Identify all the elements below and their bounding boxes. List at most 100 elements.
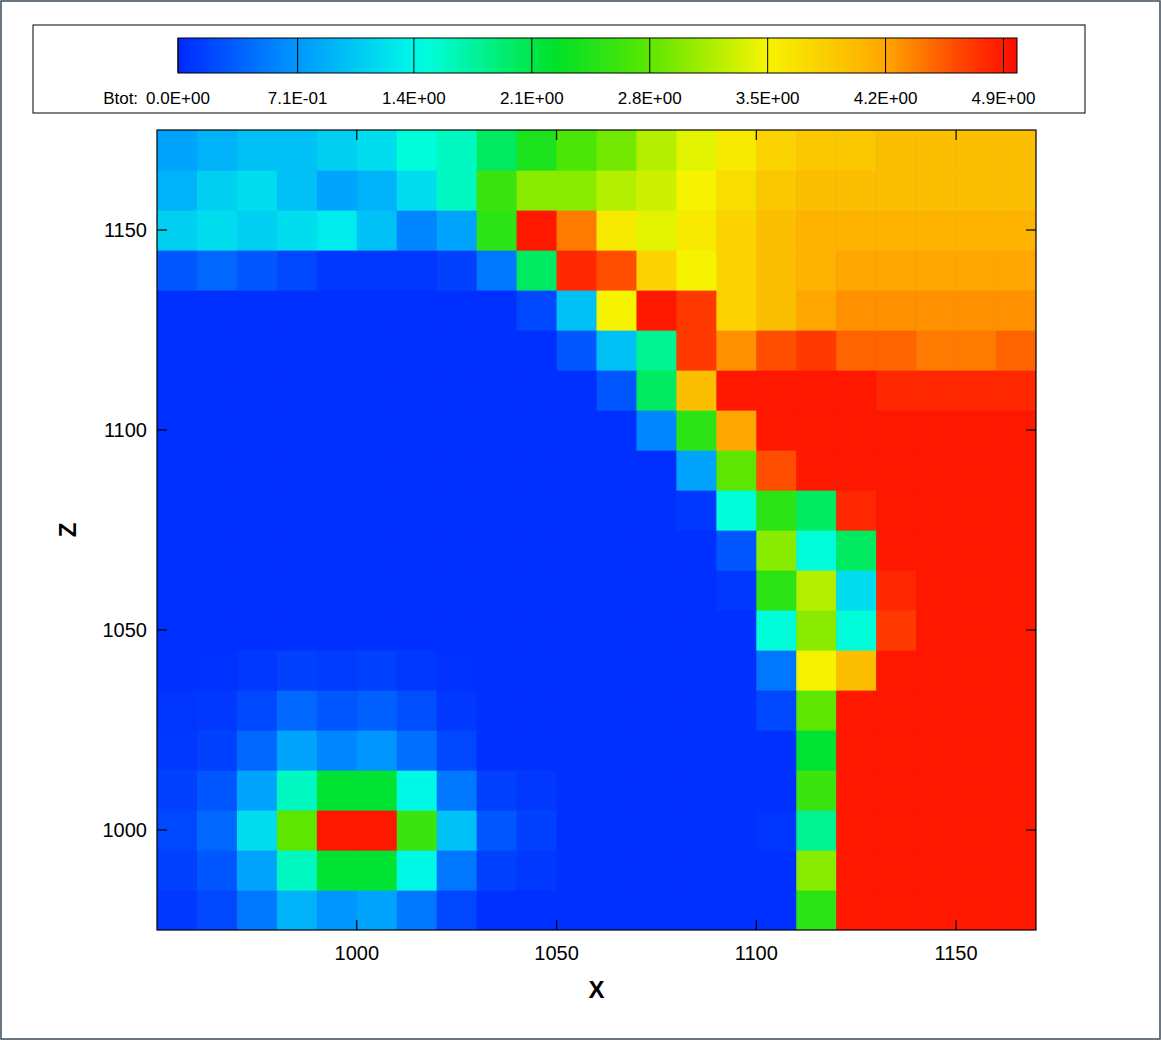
x-axis-title: X (588, 976, 604, 1003)
cell (277, 370, 318, 411)
cell (317, 770, 358, 811)
cell (357, 650, 398, 691)
cell (716, 490, 757, 531)
colorbar-tick-label: 2.8E+00 (618, 89, 682, 108)
cell (517, 210, 558, 251)
cell (836, 770, 877, 811)
cell (157, 250, 198, 291)
cell (996, 410, 1036, 451)
cell (996, 690, 1036, 731)
cell (357, 610, 398, 651)
cell (996, 450, 1036, 491)
cell (357, 850, 398, 891)
cell (437, 130, 478, 171)
cell (716, 170, 757, 211)
cell (517, 130, 558, 171)
cell (517, 450, 558, 491)
cell (277, 210, 318, 251)
cell (916, 890, 957, 930)
cell (437, 530, 478, 571)
cell (756, 770, 797, 811)
cell (557, 610, 598, 651)
cell (756, 450, 797, 491)
y-tick-label: 1100 (104, 419, 147, 441)
cell (716, 370, 757, 411)
cell (836, 450, 877, 491)
cell (557, 850, 598, 891)
cell (237, 250, 278, 291)
cell (597, 490, 638, 531)
x-tick-label: 1100 (735, 942, 778, 964)
cell (517, 610, 558, 651)
cell (397, 410, 438, 451)
cell (676, 570, 717, 611)
colorbar-tick (885, 38, 886, 73)
cell (557, 810, 598, 851)
x-tick-label: 1150 (935, 942, 978, 964)
cell (636, 890, 677, 930)
y-tick (157, 629, 167, 630)
cell (277, 850, 318, 891)
cell (357, 530, 398, 571)
cell (796, 450, 837, 491)
cell (317, 490, 358, 531)
cell (676, 810, 717, 851)
cell (836, 290, 877, 331)
cell (676, 330, 717, 371)
cell (557, 650, 598, 691)
colorbar-tick (649, 38, 650, 73)
cell (157, 170, 198, 211)
cell (397, 850, 438, 891)
cell (636, 770, 677, 811)
cell (437, 450, 478, 491)
cell (357, 810, 398, 851)
cell (636, 290, 677, 331)
cell (996, 170, 1036, 211)
cell (317, 450, 358, 491)
cell (317, 250, 358, 291)
cells (157, 130, 1036, 930)
cell (876, 730, 917, 771)
cell (517, 810, 558, 851)
cell (397, 890, 438, 930)
cell (796, 890, 837, 930)
cell (796, 330, 837, 371)
cell (956, 370, 997, 411)
cell (756, 850, 797, 891)
page-border (1, 1, 1160, 1039)
y-tick-right (1026, 829, 1036, 830)
cell (597, 570, 638, 611)
cell (317, 890, 358, 930)
cell (237, 770, 278, 811)
cell (876, 410, 917, 451)
cell (876, 850, 917, 891)
cell (517, 770, 558, 811)
cell (836, 330, 877, 371)
cell (676, 370, 717, 411)
cell (756, 410, 797, 451)
cell (197, 490, 238, 531)
cell (357, 690, 398, 731)
cell (796, 730, 837, 771)
x-tick-top (556, 130, 557, 140)
cell (317, 370, 358, 411)
cell (996, 570, 1036, 611)
cell (597, 250, 638, 291)
cell (756, 210, 797, 251)
cell (277, 650, 318, 691)
cell (796, 170, 837, 211)
cell (517, 410, 558, 451)
cell (876, 770, 917, 811)
cell (636, 610, 677, 651)
cell (197, 610, 238, 651)
colorbar-tick (767, 38, 768, 73)
cell (597, 330, 638, 371)
cell (157, 770, 198, 811)
cell (876, 890, 917, 930)
cell (517, 250, 558, 291)
cell (956, 450, 997, 491)
cell (277, 250, 318, 291)
x-tick-top (356, 130, 357, 140)
cell (956, 810, 997, 851)
cell (716, 730, 757, 771)
